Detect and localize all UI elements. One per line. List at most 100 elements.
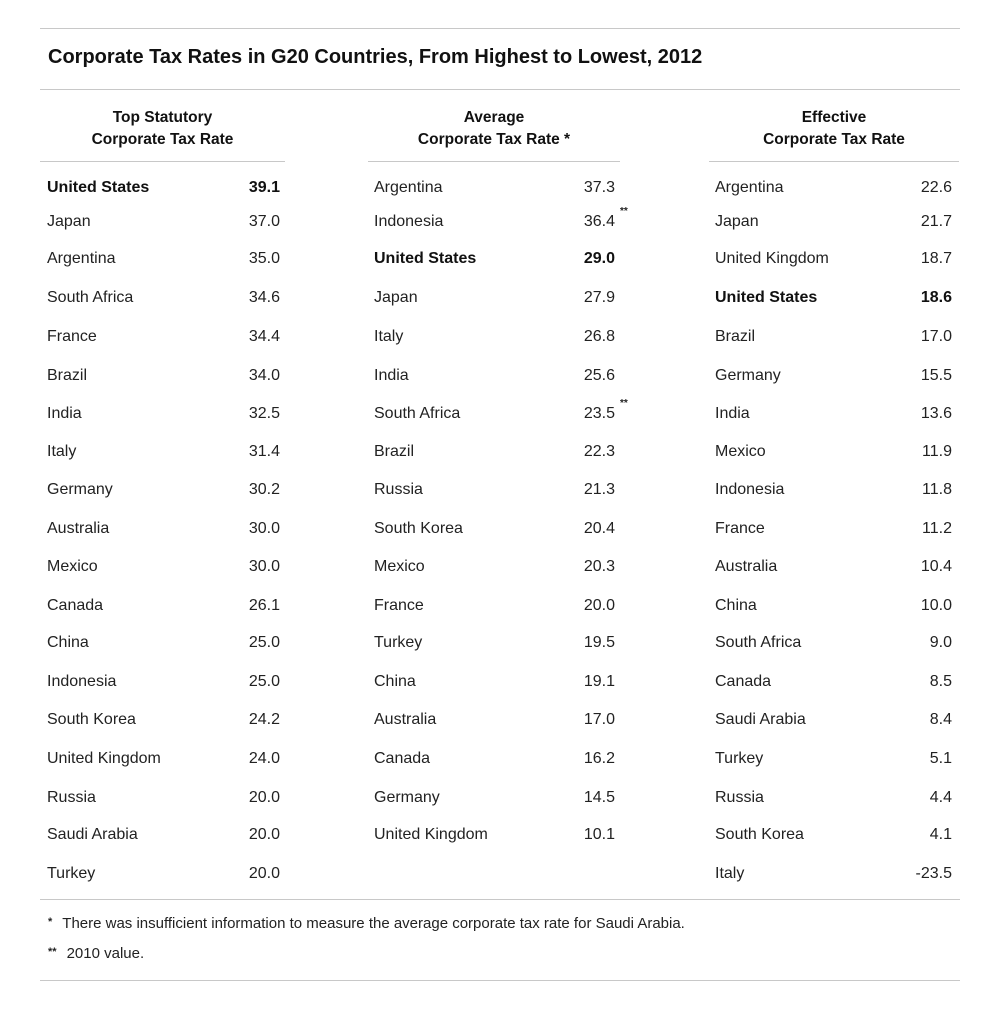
- country-name: Russia: [374, 481, 423, 498]
- tax-rate-value: 32.5: [248, 405, 280, 422]
- country-name: France: [715, 520, 765, 537]
- tax-rate-value: 19.1: [583, 673, 615, 690]
- table-row: France 11.2: [715, 517, 952, 541]
- heading-rule-effective: [709, 161, 959, 162]
- tax-rate-value: 11.9: [922, 443, 952, 460]
- tax-rate-value: 20.4: [583, 520, 615, 537]
- table-row: Italy 26.8: [374, 325, 615, 349]
- tax-rate-value: 31.4: [248, 443, 280, 460]
- country-name: Mexico: [715, 443, 766, 460]
- country-name: Japan: [47, 213, 91, 230]
- country-name: Turkey: [715, 750, 764, 767]
- tax-rate-value: 20.3: [583, 558, 615, 575]
- table-row: Russia 20.0: [47, 786, 280, 810]
- table-row: Argentina 22.6: [715, 176, 952, 200]
- tax-rate-value: 34.6: [248, 289, 280, 306]
- country-name: India: [715, 405, 750, 422]
- footnote-rule: [40, 899, 960, 900]
- tax-rate-value: 14.5: [583, 789, 615, 806]
- table-row: Japan 21.7: [715, 210, 952, 234]
- table-row: Mexico 30.0: [47, 555, 280, 579]
- footnote-2: ** 2010 value.: [48, 945, 144, 962]
- table-row: Germany 30.2: [47, 478, 280, 502]
- tax-rate-value: 34.0: [248, 367, 280, 384]
- country-name: Mexico: [47, 558, 98, 575]
- country-name: South Korea: [374, 520, 463, 537]
- table-row: Russia 4.4: [715, 786, 952, 810]
- country-name: Indonesia: [715, 481, 785, 498]
- tax-rate-value: 21.7: [920, 213, 952, 230]
- bottom-rule: [40, 980, 960, 981]
- country-name: India: [374, 367, 409, 384]
- tax-rate-value: 30.2: [248, 481, 280, 498]
- country-name: United Kingdom: [374, 826, 488, 843]
- column-heading-line: Average: [463, 109, 525, 126]
- tax-rate-value: 35.0: [248, 250, 280, 267]
- table-row: Australia 30.0: [47, 517, 280, 541]
- table-row: Germany 15.5: [715, 364, 952, 388]
- tax-rate-value: 26.1: [248, 597, 280, 614]
- table-row: Japan 27.9: [374, 286, 615, 310]
- table-row: Brazil 34.0: [47, 364, 280, 388]
- tax-rate-value: 39.1: [248, 179, 280, 196]
- table-row: Canada 26.1: [47, 594, 280, 618]
- table-row: Brazil 17.0: [715, 325, 952, 349]
- tax-rate-value: 4.4: [929, 789, 952, 806]
- tax-rate-value: 5.1: [929, 750, 952, 767]
- country-name: China: [374, 673, 416, 690]
- table-row: South Africa 9.0: [715, 631, 952, 655]
- tax-rate-value: 25.0: [248, 634, 280, 651]
- country-name: Russia: [715, 789, 764, 806]
- table-row: United States 39.1: [47, 176, 280, 200]
- tax-rate-value: 23.5: [583, 405, 615, 422]
- tax-rate-value: 10.1: [583, 826, 615, 843]
- country-name: United Kingdom: [715, 250, 829, 267]
- tax-rate-value: 26.8: [583, 328, 615, 345]
- footnote-mark: **: [48, 946, 57, 958]
- country-name: United States: [374, 250, 477, 267]
- tax-rate-value: 24.2: [248, 711, 280, 728]
- country-name: Turkey: [47, 865, 96, 882]
- tax-rate-value: 24.0: [248, 750, 280, 767]
- country-name: Australia: [374, 711, 437, 728]
- table-row: Australia 10.4: [715, 555, 952, 579]
- table-row: Turkey 20.0: [47, 862, 280, 886]
- table-row: Brazil 22.3: [374, 440, 615, 464]
- table-row: United States 29.0: [374, 247, 615, 271]
- footnote-text: There was insufficient information to me…: [62, 915, 685, 932]
- country-name: Argentina: [374, 179, 443, 196]
- country-name: Brazil: [47, 367, 88, 384]
- table-row: South Africa 23.5 **: [374, 399, 628, 426]
- table-row: India 13.6: [715, 402, 952, 426]
- country-name: Japan: [715, 213, 759, 230]
- table-row: France 34.4: [47, 325, 280, 349]
- table-row: United Kingdom 10.1: [374, 823, 615, 847]
- table-row: India 32.5: [47, 402, 280, 426]
- table-row: Russia 21.3: [374, 478, 615, 502]
- country-name: South Korea: [47, 711, 136, 728]
- table-row: Saudi Arabia 20.0: [47, 823, 280, 847]
- country-name: Turkey: [374, 634, 423, 651]
- tax-rate-value: 19.5: [583, 634, 615, 651]
- country-name: South Africa: [715, 634, 802, 651]
- table-row: South Africa 34.6: [47, 286, 280, 310]
- country-name: South Korea: [715, 826, 804, 843]
- table-row: Germany 14.5: [374, 786, 615, 810]
- tax-rate-value: 16.2: [583, 750, 615, 767]
- table-row: South Korea 4.1: [715, 823, 952, 847]
- tax-rate-value: 30.0: [248, 520, 280, 537]
- tax-rate-value: 30.0: [248, 558, 280, 575]
- country-name: Italy: [47, 443, 77, 460]
- table-row: Canada 16.2: [374, 747, 615, 771]
- column-heading-line: Effective: [801, 109, 867, 126]
- column-heading-line: Top Statutory: [112, 109, 213, 126]
- column-heading-line: Corporate Tax Rate: [91, 131, 234, 148]
- country-name: Japan: [374, 289, 418, 306]
- heading-rule-statutory: [40, 161, 285, 162]
- country-name: China: [47, 634, 89, 651]
- top-rule: [40, 28, 960, 29]
- country-name: Germany: [715, 367, 781, 384]
- country-name: United States: [47, 179, 150, 196]
- footnote-text: 2010 value.: [66, 945, 145, 962]
- tax-rate-value: 34.4: [248, 328, 280, 345]
